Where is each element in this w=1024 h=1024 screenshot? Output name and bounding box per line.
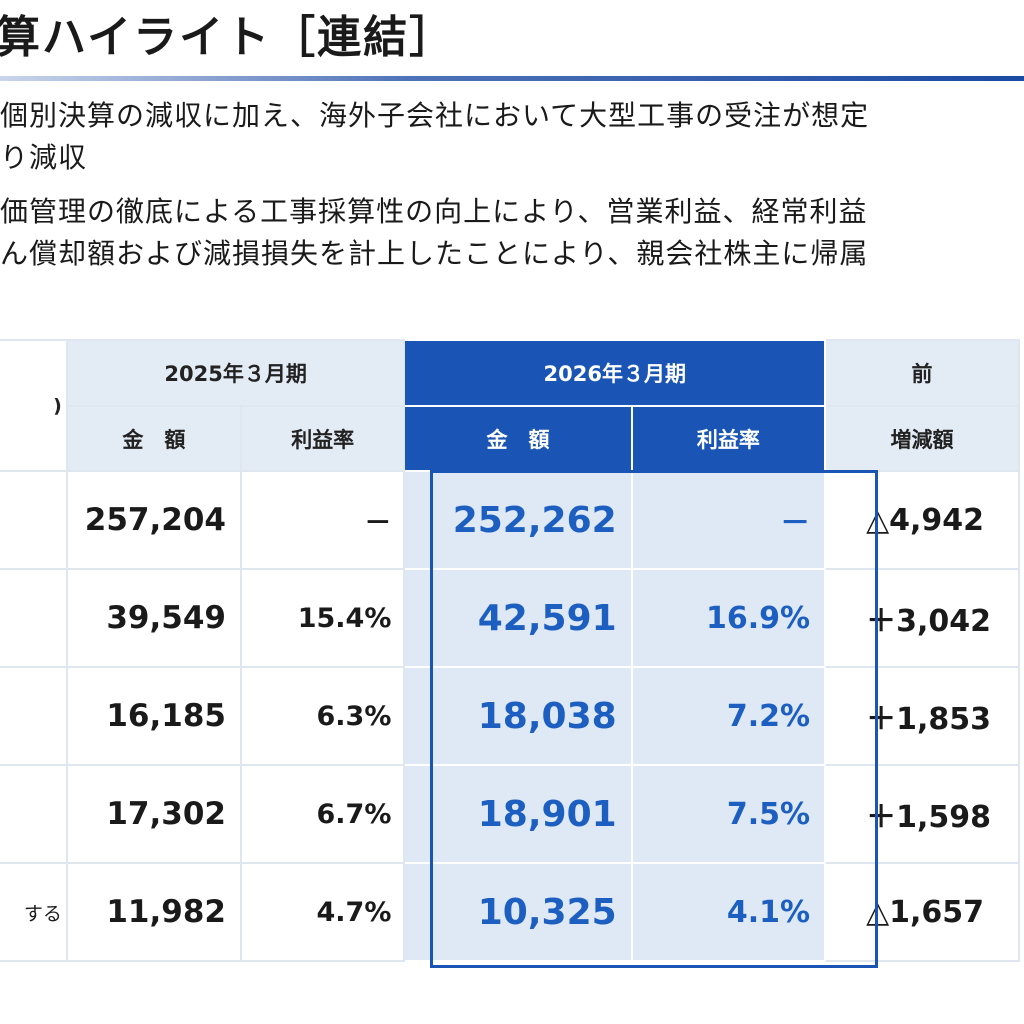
- curr-amount: 42,591: [403, 568, 633, 668]
- curr-margin: 7.2%: [630, 666, 827, 766]
- summary-line-4: ん償却額および減損損失を計上したことにより、親会社株主に帰属: [0, 237, 869, 270]
- table-header-row-columns: 金 額 利益率 金 額 利益率 増減額: [0, 405, 1020, 472]
- curr-margin: 4.1%: [630, 862, 827, 962]
- row-label: する: [0, 862, 68, 962]
- row-label: [0, 470, 68, 570]
- prev-amount: 257,204: [65, 470, 243, 570]
- header-margin-curr: 利益率: [630, 405, 827, 472]
- curr-amount: 252,262: [403, 470, 633, 570]
- summary-line-2: り減収: [0, 141, 88, 174]
- table-row: する 11,982 4.7% 10,325 4.1% △1,657: [0, 862, 1020, 962]
- change-amount: △1,657: [824, 862, 1020, 962]
- prev-amount: 16,185: [65, 666, 243, 766]
- prev-margin: 6.7%: [239, 764, 406, 864]
- financial-highlights-table: ) 2025年３月期 2026年３月期 前 金 額 利益率 金 額 利益率 増減…: [0, 339, 1020, 962]
- row-label-header: ): [0, 339, 68, 472]
- header-amount-prev: 金 額: [65, 405, 243, 472]
- curr-amount: 18,901: [403, 764, 633, 864]
- prev-amount: 39,549: [65, 568, 243, 668]
- table-row: 16,185 6.3% 18,038 7.2% ＋1,853: [0, 666, 1020, 766]
- prev-margin: －: [239, 470, 406, 570]
- row-label: [0, 764, 68, 864]
- prev-amount: 11,982: [65, 862, 243, 962]
- change-amount: ＋1,598: [824, 764, 1020, 864]
- prev-amount: 17,302: [65, 764, 243, 864]
- summary-line-1: 個別決算の減収に加え、海外子会社において大型工事の受注が想定: [0, 99, 870, 132]
- curr-margin: 16.9%: [630, 568, 827, 668]
- summary-line-3: 価管理の徹底による工事採算性の向上により、営業利益、経常利益: [0, 195, 868, 228]
- row-label: [0, 666, 68, 766]
- change-amount: △4,942: [824, 470, 1020, 570]
- curr-amount: 18,038: [403, 666, 633, 766]
- table-row: 257,204 － 252,262 － △4,942: [0, 470, 1020, 570]
- page-title: 算ハイライト［連結］: [0, 12, 456, 63]
- header-margin-prev: 利益率: [239, 405, 406, 472]
- curr-margin: －: [630, 470, 827, 570]
- curr-amount: 10,325: [403, 862, 633, 962]
- table-header-row-periods: ) 2025年３月期 2026年３月期 前: [0, 339, 1020, 472]
- change-amount: ＋1,853: [824, 666, 1020, 766]
- table-row: 39,549 15.4% 42,591 16.9% ＋3,042: [0, 568, 1020, 668]
- header-amount-curr: 金 額: [403, 405, 633, 472]
- curr-margin: 7.5%: [630, 764, 827, 864]
- header-period-prev: 2025年３月期: [65, 339, 406, 407]
- header-period-diff: 前: [824, 339, 1020, 407]
- prev-margin: 15.4%: [239, 568, 406, 668]
- prev-margin: 6.3%: [239, 666, 406, 766]
- table-row: 17,302 6.7% 18,901 7.5% ＋1,598: [0, 764, 1020, 864]
- title-underline: [0, 76, 1024, 81]
- header-period-curr: 2026年３月期: [403, 339, 827, 407]
- prev-margin: 4.7%: [239, 862, 406, 962]
- row-label: [0, 568, 68, 668]
- header-change: 増減額: [824, 405, 1020, 472]
- change-amount: ＋3,042: [824, 568, 1020, 668]
